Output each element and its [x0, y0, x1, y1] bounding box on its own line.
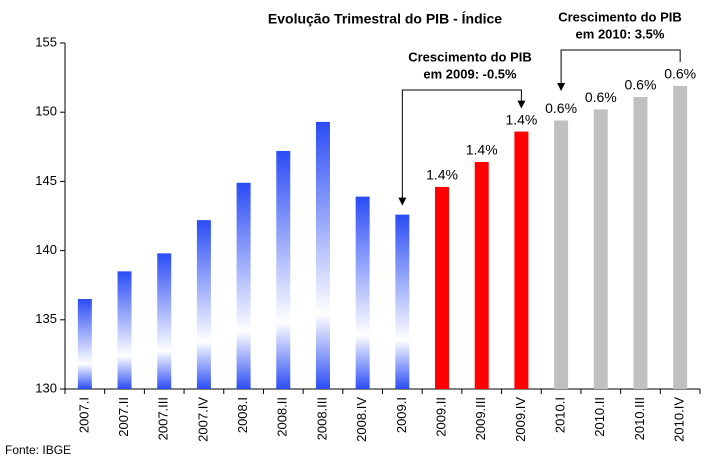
bar: [236, 182, 251, 389]
annotation: Crescimento do PIB: [558, 9, 682, 24]
bar: [474, 162, 489, 389]
x-tick-label: 2007.II: [116, 397, 131, 437]
bar-annotation: 0.6%: [545, 100, 577, 116]
x-tick-label: 2007.IV: [195, 397, 210, 442]
bar: [554, 120, 569, 389]
y-tick-label: 145: [35, 173, 57, 188]
source: Fonte: IBGE: [5, 443, 71, 457]
bar: [633, 96, 648, 389]
y-tick-label: 135: [35, 311, 57, 326]
bar: [395, 214, 410, 389]
x-tick-label: 2010.II: [592, 397, 607, 437]
bar: [77, 299, 92, 389]
y-tick-label: 150: [35, 104, 57, 119]
bar: [196, 220, 211, 389]
x-tick-label: 2009.III: [473, 397, 488, 440]
y-tick-label: 130: [35, 380, 57, 395]
bar-annotation: 1.4%: [426, 167, 458, 183]
chart-title: Evolução Trimestral do PIB - Índice: [268, 11, 502, 27]
x-tick-label: 2009.IV: [513, 397, 528, 442]
bar-annotation: 0.6%: [585, 89, 617, 105]
bar-annotation: 0.6%: [625, 77, 657, 93]
bar-annotation: 1.4%: [466, 142, 498, 158]
bar-annotation: 1.4%: [505, 111, 537, 127]
x-tick-label: 2009.I: [394, 397, 409, 433]
bracket: [557, 49, 681, 91]
x-tick-label: 2010.III: [632, 397, 647, 440]
bar: [673, 85, 688, 390]
x-tick-label: 2007.III: [156, 397, 171, 440]
x-tick-label: 2008.II: [275, 397, 290, 437]
annotation: em 2009: -0.5%: [423, 66, 517, 81]
x-tick-label: 2007.I: [76, 397, 91, 433]
bracket: [422, 89, 526, 109]
bar: [593, 109, 608, 389]
bracket: [561, 49, 681, 62]
bar: [514, 131, 529, 390]
bar: [355, 196, 370, 389]
annotation: em 2010: 3.5%: [576, 26, 665, 41]
x-tick-label: 2008.I: [235, 397, 250, 433]
x-tick-label: 2008.IV: [354, 397, 369, 442]
bar: [157, 253, 172, 389]
x-tick-label: 2010.I: [553, 397, 568, 433]
bracket: [398, 89, 522, 206]
x-tick-label: 2010.IV: [672, 397, 687, 442]
bar: [435, 186, 450, 389]
bar: [315, 121, 330, 389]
y-tick-label: 140: [35, 242, 57, 257]
bar-annotation: 0.6%: [664, 66, 696, 82]
annotation: Crescimento do PIB: [408, 49, 532, 64]
y-tick-label: 155: [35, 34, 57, 49]
bar: [276, 150, 291, 389]
bar: [117, 271, 132, 389]
x-tick-label: 2008.III: [314, 397, 329, 440]
x-tick-label: 2009.II: [433, 397, 448, 437]
